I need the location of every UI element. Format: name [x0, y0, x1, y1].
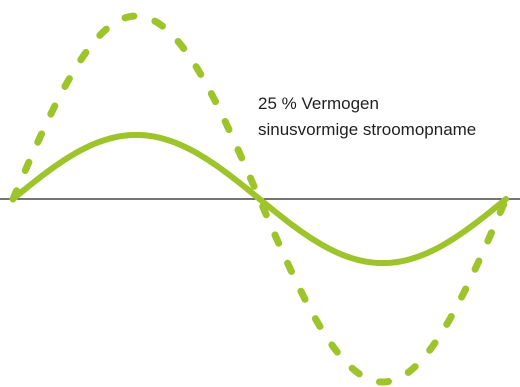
annotation-power-level: 25 % Vermogen: [258, 94, 379, 113]
power-annotation: 25 % Vermogen sinusvormige stroomopname: [258, 91, 476, 143]
quarter-power-solid-wave: [10, 131, 509, 267]
annotation-current-description: sinusvormige stroomopname: [258, 120, 477, 139]
